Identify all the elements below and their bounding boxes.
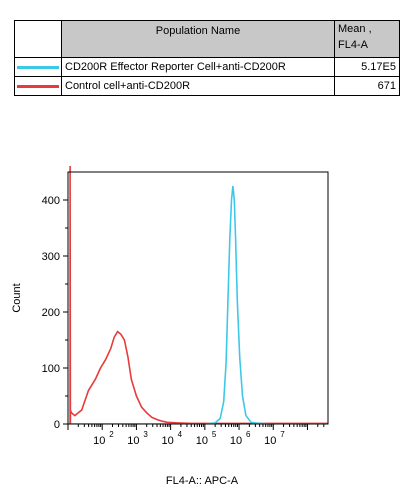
header-population-name: Population Name: [61, 20, 335, 58]
legend-row-label: Control cell+anti-CD200R: [61, 76, 335, 96]
legend-swatch-cyan: [17, 65, 59, 69]
legend-swatch-cell: [14, 76, 62, 96]
x-tick-exponent: 7: [280, 430, 285, 439]
y-tick-label: 200: [42, 307, 60, 319]
legend-row-mean: 671: [334, 76, 400, 96]
x-tick-label: 10: [196, 435, 208, 447]
header-mean-line1: Mean ,: [338, 23, 372, 35]
x-tick-exponent: 6: [246, 430, 251, 439]
header-mean-line2: FL4-A: [338, 39, 368, 51]
y-tick-label: 400: [42, 195, 60, 207]
x-tick-exponent: 4: [178, 430, 183, 439]
legend-row: CD200R Effector Reporter Cell+anti-CD200…: [14, 57, 400, 77]
legend-row: Control cell+anti-CD200R 671: [14, 76, 400, 96]
header-mean-cell: Mean , FL4-A: [334, 20, 400, 58]
x-tick-exponent: 5: [212, 430, 217, 439]
x-axis-label: FL4-A:: APC-A: [166, 475, 239, 487]
legend-row-label: CD200R Effector Reporter Cell+anti-CD200…: [61, 57, 335, 77]
plot-frame: [67, 171, 329, 425]
y-axis-label: Count: [11, 283, 23, 312]
x-tick-label: 10: [264, 435, 276, 447]
legend-swatch-red: [17, 84, 59, 88]
x-tick-label: 10: [162, 435, 174, 447]
x-tick-exponent: 3: [143, 430, 148, 439]
population-legend-table: Population Name Mean , FL4-A CD200R Effe…: [14, 20, 400, 96]
y-tick-label: 300: [42, 251, 60, 263]
y-tick-label: 0: [54, 419, 60, 431]
series-line-1: [70, 185, 328, 424]
x-tick-label: 10: [230, 435, 242, 447]
x-tick-label: 10: [93, 435, 105, 447]
x-tick-label: 10: [127, 435, 139, 447]
y-tick-label: 100: [42, 363, 60, 375]
x-tick-exponent: 2: [109, 430, 114, 439]
series-line-0: [69, 165, 328, 424]
